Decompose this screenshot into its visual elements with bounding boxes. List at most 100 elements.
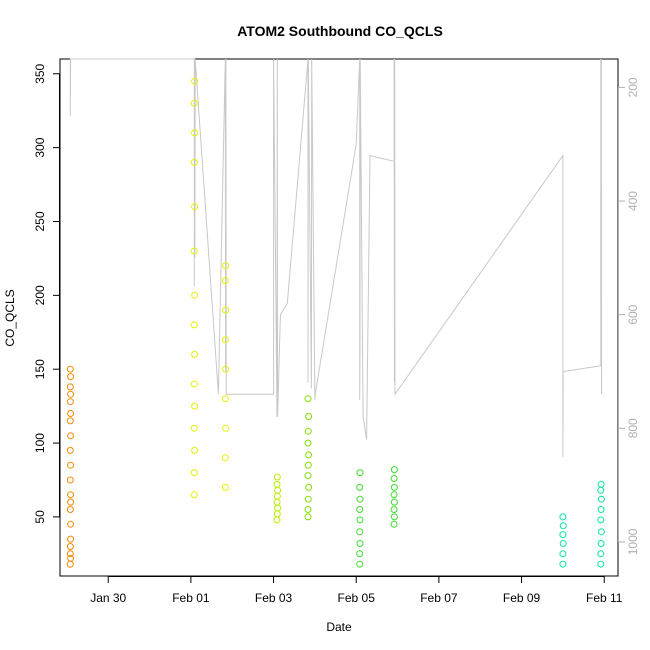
data-point	[274, 486, 282, 494]
y2-axis: 200 400 600 800 1000	[618, 77, 640, 555]
data-point	[67, 554, 75, 562]
data-point	[390, 483, 398, 491]
y2-trace-line	[69, 58, 603, 457]
data-point	[356, 495, 364, 503]
data-point	[191, 77, 199, 85]
data-point	[66, 506, 74, 513]
x-tick-label: Feb 03	[255, 591, 293, 605]
x-tick-label: Feb 09	[503, 591, 541, 605]
data-point	[66, 417, 74, 425]
data-point	[221, 336, 229, 344]
y-tick-label: 150	[33, 359, 47, 379]
data-point	[191, 129, 199, 137]
data-point	[356, 506, 364, 513]
data-point	[66, 383, 74, 391]
data-point	[66, 550, 74, 558]
data-point	[559, 522, 567, 530]
data-point	[66, 365, 74, 373]
data-point	[390, 513, 398, 521]
x-tick-label: Feb 07	[420, 591, 458, 605]
y-axis: 50 100 150 200 250 300 350	[33, 63, 60, 524]
data-point	[356, 540, 364, 547]
data-point	[273, 516, 281, 524]
y2-tick-label: 400	[626, 191, 640, 211]
data-point	[273, 480, 281, 488]
data-point	[273, 473, 281, 481]
data-point	[190, 321, 198, 329]
data-point	[559, 550, 567, 558]
data-point	[390, 520, 398, 528]
data-point	[191, 203, 199, 211]
y-tick-label: 200	[33, 285, 47, 305]
chart-title: ATOM2 Southbound CO_QCLS	[237, 23, 443, 39]
x-tick-label: Feb 05	[338, 591, 376, 605]
data-point	[191, 402, 199, 410]
data-point	[221, 277, 229, 285]
data-points	[66, 77, 605, 568]
data-point	[67, 491, 75, 499]
x-tick-label: Feb 01	[172, 591, 210, 605]
data-point	[67, 498, 75, 506]
y-tick-label: 350	[33, 63, 47, 83]
data-point	[597, 550, 605, 558]
y2-tick-label: 1000	[626, 528, 640, 555]
data-point	[67, 410, 75, 417]
data-point	[67, 390, 75, 398]
data-point	[390, 466, 398, 474]
data-point	[273, 492, 281, 500]
y-tick-label: 300	[33, 137, 47, 157]
data-point	[66, 543, 74, 550]
x-axis: Jan 30 Feb 01 Feb 03 Feb 05 Feb 07 Feb 09 Feb …	[90, 576, 623, 605]
data-point	[67, 535, 75, 543]
data-point	[305, 483, 313, 491]
data-point	[190, 99, 198, 107]
data-point	[597, 528, 605, 536]
data-point	[559, 531, 567, 539]
data-point	[222, 424, 230, 432]
data-point	[190, 424, 198, 432]
data-point	[356, 550, 364, 558]
data-point	[304, 495, 312, 503]
data-point	[304, 506, 312, 513]
data-point	[222, 365, 230, 373]
data-point	[597, 516, 605, 524]
data-point	[559, 540, 567, 547]
y-axis-title: CO_QCLS	[3, 289, 17, 346]
y2-tick-label: 200	[626, 77, 640, 97]
data-point	[390, 506, 398, 513]
data-point	[221, 395, 229, 403]
data-point	[67, 461, 75, 469]
y-tick-label: 50	[33, 510, 47, 524]
data-point	[356, 528, 364, 536]
data-point	[597, 486, 605, 494]
data-point	[67, 432, 75, 440]
data-point	[190, 247, 198, 255]
data-point	[390, 498, 398, 506]
data-point	[221, 483, 229, 491]
data-point	[559, 513, 567, 521]
data-point	[305, 451, 313, 459]
data-point	[305, 413, 313, 420]
data-point	[597, 495, 605, 503]
data-point	[597, 540, 605, 547]
x-tick-label: Feb 11	[586, 591, 623, 605]
x-tick-label: Jan 30	[90, 591, 126, 605]
data-point	[222, 262, 230, 270]
data-point	[356, 469, 364, 477]
data-point	[190, 380, 198, 388]
data-point	[273, 510, 281, 518]
y-tick-label: 250	[33, 211, 47, 231]
data-point	[190, 491, 198, 499]
data-point	[67, 520, 75, 528]
data-point	[559, 560, 567, 568]
plot-frame	[59, 58, 619, 577]
y-tick-label: 100	[33, 433, 47, 453]
data-point	[66, 398, 74, 406]
data-point	[221, 454, 229, 462]
x-axis-title: Date	[326, 620, 352, 634]
data-point	[304, 439, 312, 447]
data-point	[390, 491, 398, 499]
data-point	[390, 475, 398, 482]
data-point	[273, 498, 281, 506]
data-point	[66, 560, 74, 568]
